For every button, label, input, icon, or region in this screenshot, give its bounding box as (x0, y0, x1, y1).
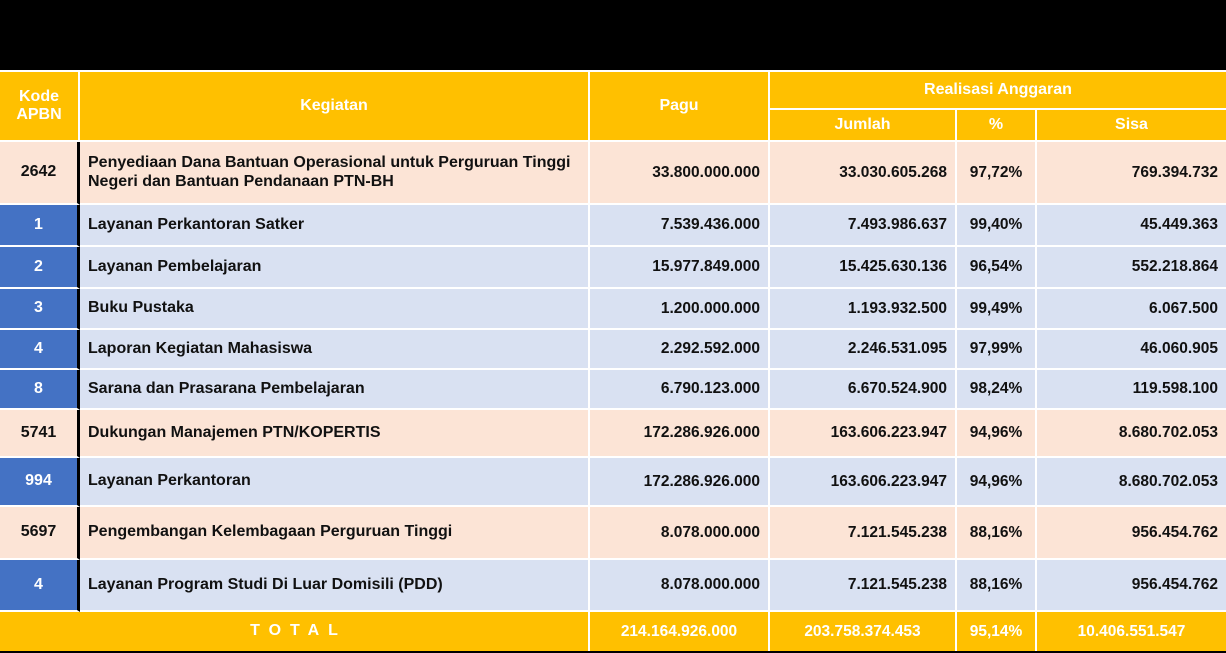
pagu-cell: 15.977.849.000 (590, 247, 770, 289)
persen-cell: 88,16% (957, 507, 1037, 560)
jumlah-cell: 163.606.223.947 (770, 458, 957, 507)
kode-cell: 2 (0, 247, 80, 289)
persen-cell: 97,72% (957, 142, 1037, 205)
jumlah-cell: 33.030.605.268 (770, 142, 957, 205)
total-persen-cell: 95,14% (957, 612, 1037, 651)
kegiatan-cell: Sarana dan Prasarana Pembelajaran (80, 370, 590, 410)
column-header-realisasi-anggaran: Realisasi Anggaran (770, 72, 1226, 110)
pagu-cell: 172.286.926.000 (590, 410, 770, 458)
persen-cell: 99,40% (957, 205, 1037, 247)
pagu-cell: 33.800.000.000 (590, 142, 770, 205)
kode-cell: 994 (0, 458, 80, 507)
kode-cell: 4 (0, 560, 80, 612)
sisa-cell: 769.394.732 (1037, 142, 1226, 205)
kegiatan-cell: Layanan Perkantoran Satker (80, 205, 590, 247)
total-pagu-cell: 214.164.926.000 (590, 612, 770, 651)
sisa-cell: 552.218.864 (1037, 247, 1226, 289)
pagu-cell: 7.539.436.000 (590, 205, 770, 247)
kegiatan-cell: Layanan Pembelajaran (80, 247, 590, 289)
kode-cell: 5741 (0, 410, 80, 458)
sisa-cell: 6.067.500 (1037, 289, 1226, 330)
persen-cell: 88,16% (957, 560, 1037, 612)
kegiatan-cell: Layanan Program Studi Di Luar Domisili (… (80, 560, 590, 612)
column-header-pagu: Pagu (590, 72, 770, 142)
column-header-sisa: Sisa (1037, 110, 1226, 142)
jumlah-cell: 15.425.630.136 (770, 247, 957, 289)
pagu-cell: 2.292.592.000 (590, 330, 770, 370)
kegiatan-cell: Laporan Kegiatan Mahasiswa (80, 330, 590, 370)
persen-cell: 99,49% (957, 289, 1037, 330)
top-black-band (0, 0, 1226, 70)
kode-cell: 4 (0, 330, 80, 370)
jumlah-cell: 7.121.545.238 (770, 560, 957, 612)
kode-cell: 1 (0, 205, 80, 247)
sisa-cell: 45.449.363 (1037, 205, 1226, 247)
sisa-cell: 956.454.762 (1037, 560, 1226, 612)
pagu-cell: 6.790.123.000 (590, 370, 770, 410)
jumlah-cell: 163.606.223.947 (770, 410, 957, 458)
kegiatan-cell: Pengembangan Kelembagaan Perguruan Tingg… (80, 507, 590, 560)
column-header-jumlah: Jumlah (770, 110, 957, 142)
persen-cell: 94,96% (957, 458, 1037, 507)
sisa-cell: 119.598.100 (1037, 370, 1226, 410)
kode-cell: 5697 (0, 507, 80, 560)
kegiatan-cell: Buku Pustaka (80, 289, 590, 330)
kode-cell: 2642 (0, 142, 80, 205)
kegiatan-cell: Layanan Perkantoran (80, 458, 590, 507)
kegiatan-cell: Penyediaan Dana Bantuan Operasional untu… (80, 142, 590, 205)
jumlah-cell: 7.121.545.238 (770, 507, 957, 560)
total-sisa-cell: 10.406.551.547 (1037, 612, 1226, 651)
column-header-kode-apbn: Kode APBN (0, 72, 80, 142)
persen-cell: 96,54% (957, 247, 1037, 289)
sisa-cell: 8.680.702.053 (1037, 458, 1226, 507)
jumlah-cell: 1.193.932.500 (770, 289, 957, 330)
total-label: TOTAL (0, 612, 590, 651)
persen-cell: 97,99% (957, 330, 1037, 370)
jumlah-cell: 2.246.531.095 (770, 330, 957, 370)
column-header-kegiatan: Kegiatan (80, 72, 590, 142)
budget-realization-table: Kode APBN Kegiatan Pagu Realisasi Anggar… (0, 70, 1226, 651)
pagu-cell: 172.286.926.000 (590, 458, 770, 507)
column-header-persen: % (957, 110, 1037, 142)
total-jumlah-cell: 203.758.374.453 (770, 612, 957, 651)
sisa-cell: 956.454.762 (1037, 507, 1226, 560)
pagu-cell: 1.200.000.000 (590, 289, 770, 330)
persen-cell: 94,96% (957, 410, 1037, 458)
persen-cell: 98,24% (957, 370, 1037, 410)
sisa-cell: 46.060.905 (1037, 330, 1226, 370)
kode-cell: 8 (0, 370, 80, 410)
kode-cell: 3 (0, 289, 80, 330)
pagu-cell: 8.078.000.000 (590, 560, 770, 612)
pagu-cell: 8.078.000.000 (590, 507, 770, 560)
jumlah-cell: 7.493.986.637 (770, 205, 957, 247)
kegiatan-cell: Dukungan Manajemen PTN/KOPERTIS (80, 410, 590, 458)
jumlah-cell: 6.670.524.900 (770, 370, 957, 410)
sisa-cell: 8.680.702.053 (1037, 410, 1226, 458)
